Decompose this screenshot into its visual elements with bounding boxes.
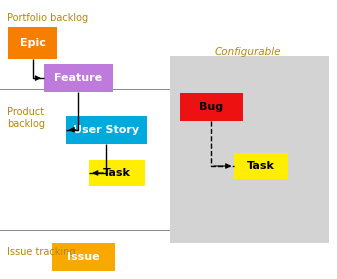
Bar — [52, 243, 115, 271]
Text: Task: Task — [103, 168, 131, 178]
Text: Issue: Issue — [67, 252, 100, 262]
Bar — [180, 93, 243, 121]
Text: Epic: Epic — [20, 38, 46, 47]
Bar — [66, 116, 147, 144]
Text: Product
backlog: Product backlog — [7, 107, 45, 129]
Text: Configurable: Configurable — [214, 47, 281, 57]
Text: Portfolio backlog: Portfolio backlog — [7, 13, 88, 23]
Text: Feature: Feature — [54, 73, 102, 83]
Text: Bug: Bug — [200, 102, 223, 112]
Text: Task: Task — [247, 161, 275, 171]
Bar — [8, 27, 57, 59]
Bar — [44, 64, 113, 92]
Bar — [89, 160, 145, 186]
Text: User Story: User Story — [73, 125, 139, 135]
Bar — [234, 153, 288, 179]
Bar — [170, 56, 329, 243]
Text: Issue tracking: Issue tracking — [7, 247, 75, 257]
